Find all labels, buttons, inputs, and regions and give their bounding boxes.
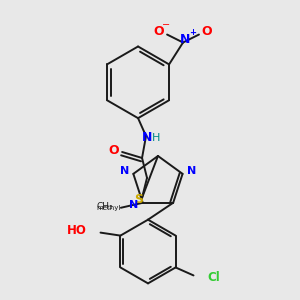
Text: HO: HO: [67, 224, 87, 237]
Text: +: +: [190, 28, 196, 37]
Text: CH₃: CH₃: [96, 202, 113, 211]
Text: O: O: [109, 143, 119, 157]
Text: N: N: [129, 200, 138, 210]
Text: N: N: [180, 33, 190, 46]
Text: Cl: Cl: [207, 271, 220, 284]
Text: S: S: [135, 193, 144, 206]
Text: N: N: [142, 130, 152, 144]
Text: N: N: [120, 166, 129, 176]
Text: H: H: [152, 133, 160, 143]
Text: N: N: [187, 166, 196, 176]
Text: O: O: [202, 25, 212, 38]
Text: −: −: [162, 20, 170, 30]
Text: O: O: [154, 25, 164, 38]
Text: methyl: methyl: [97, 205, 121, 211]
